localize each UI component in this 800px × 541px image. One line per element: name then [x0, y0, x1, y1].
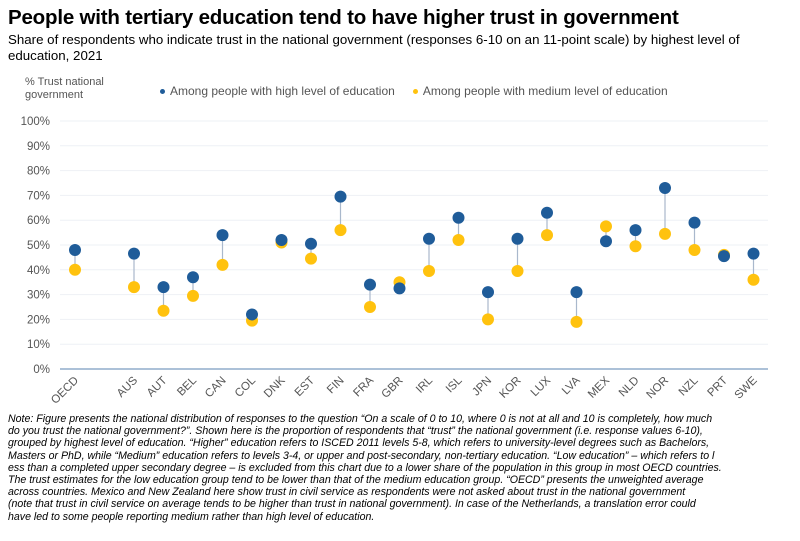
point-high-education [364, 278, 376, 291]
point-high-education [511, 232, 524, 245]
point-high-education [600, 235, 612, 248]
point-high-education [275, 234, 288, 247]
x-tick-label: LUX [529, 374, 554, 399]
point-medium-education [629, 240, 642, 253]
footnote-line: Masters or PhD, while “Medium” education… [8, 449, 715, 462]
chart-plot: 0% 10% 20% 30% 40% 50% 60% 70% 80% 90% 100% OECD AUS… [21, 116, 768, 407]
point-medium-education [423, 265, 435, 278]
x-tick-label: NZL [677, 374, 701, 398]
point-medium-education [157, 304, 170, 317]
y-tick-label: 50% [27, 240, 50, 252]
footnote-line: (note that trust in civil service on ave… [8, 498, 696, 511]
y-tick-label: 80% [27, 166, 50, 178]
chart-title: People with tertiary education tend to h… [8, 6, 679, 29]
point-high-education [718, 250, 730, 263]
footnote-line: do you trust the national government?”. … [8, 425, 703, 438]
legend: Among people with high level of educatio… [160, 84, 668, 98]
point-high-education [157, 281, 170, 294]
point-medium-education [364, 301, 376, 313]
point-high-education [69, 243, 81, 256]
x-tick-label: DNK [262, 374, 288, 400]
legend-marker-high [160, 89, 165, 95]
x-tick-label: PRT [706, 375, 731, 400]
point-medium-education [305, 252, 317, 265]
y-axis-label: % Trust national government [25, 76, 104, 101]
point-high-education [570, 286, 583, 299]
point-medium-education [334, 224, 347, 237]
y-tick-label: 0% [33, 364, 50, 376]
point-medium-education [541, 229, 553, 242]
x-tick-label: BEL [175, 374, 199, 398]
point-medium-education [659, 227, 671, 240]
x-tick-label: GBR [380, 375, 406, 401]
x-tick-label: AUS [115, 374, 140, 399]
y-tick-label: 100% [21, 116, 50, 128]
footnote-line: have led to some people reporting medium… [8, 510, 375, 523]
x-tick-label: KOR [498, 375, 524, 401]
y-tick-label: 40% [27, 265, 50, 277]
point-medium-education [452, 234, 465, 247]
chart-subtitle: Share of respondents who indicate trust … [8, 32, 740, 63]
y-tick-label: 20% [27, 314, 50, 326]
point-high-education [452, 211, 465, 224]
x-tick-label: SWE [733, 374, 760, 401]
point-high-education [747, 247, 760, 260]
point-high-education [216, 229, 229, 242]
point-high-education [659, 181, 671, 194]
x-tick-label: CAN [203, 375, 229, 401]
point-medium-education [482, 313, 494, 326]
point-high-education [482, 286, 494, 299]
footnote-line: ess than a completed upper secondary deg… [8, 461, 722, 474]
point-high-education [393, 282, 406, 295]
point-medium-education [69, 263, 81, 276]
x-tick-label: IRL [414, 374, 436, 396]
x-tick-label: MEX [586, 374, 612, 400]
x-tick-label: JPN [470, 375, 494, 399]
point-high-education [128, 247, 140, 260]
point-high-education [629, 224, 642, 237]
x-tick-label: ISL [444, 374, 465, 395]
point-high-education [246, 308, 258, 321]
x-tick-label: FRA [351, 374, 376, 399]
x-tick-label: OECD [49, 375, 81, 407]
y-tick-label: 10% [27, 339, 50, 351]
point-medium-education [688, 243, 701, 256]
y-tick-label: 70% [27, 190, 50, 202]
point-medium-education [216, 258, 229, 271]
y-tick-label: 60% [27, 215, 50, 227]
legend-marker-medium [412, 89, 418, 95]
point-high-education [187, 271, 199, 284]
x-tick-label: NOR [645, 375, 672, 402]
x-tick-label: NLD [617, 375, 642, 400]
x-tick-label: EST [293, 375, 317, 399]
point-high-education [688, 216, 701, 229]
point-high-education [334, 190, 347, 203]
point-medium-education [187, 289, 199, 302]
legend-label-high: Among people with high level of educatio… [170, 84, 395, 98]
x-tick-label: AUT [145, 375, 170, 400]
footnote-line: The trust estimates for the low educatio… [8, 474, 704, 487]
point-medium-education [511, 265, 524, 278]
footnote-line: grouped by highest level of education. “… [8, 437, 710, 450]
footnote-line: across countries. Mexico and New Zealand… [8, 486, 686, 499]
point-high-education [305, 237, 317, 250]
y-tick-label: 30% [27, 290, 50, 302]
point-medium-education [570, 315, 583, 328]
footnote: Note: Figure presents the national distr… [8, 413, 800, 523]
x-tick-label: LVA [560, 374, 583, 397]
point-high-education [541, 206, 553, 219]
legend-label-medium: Among people with medium level of educat… [422, 84, 668, 98]
point-medium-education [128, 281, 140, 294]
footnote-line: Note: Figure presents the national distr… [8, 413, 713, 425]
legend-item-high: Among people with high level of educatio… [160, 84, 395, 98]
point-medium-education [747, 273, 760, 286]
point-medium-education [600, 220, 612, 233]
legend-item-medium: Among people with medium level of educat… [412, 84, 668, 98]
y-tick-label: 90% [27, 141, 50, 153]
x-tick-label: FIN [325, 375, 347, 397]
x-tick-label: COL [233, 374, 259, 400]
point-high-education [423, 232, 435, 245]
